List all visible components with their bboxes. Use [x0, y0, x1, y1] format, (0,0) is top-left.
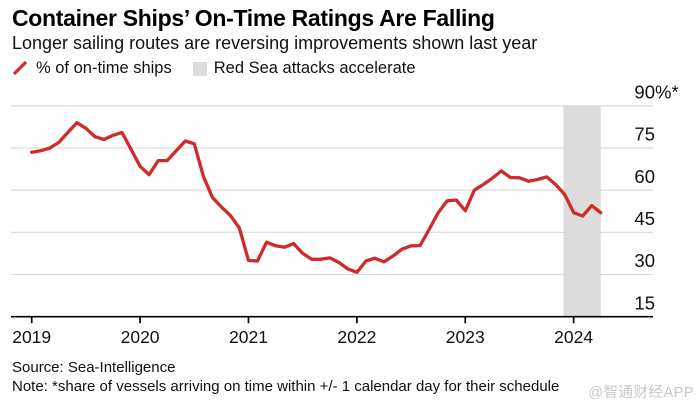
- legend-item-ontime: % of on-time ships: [12, 59, 172, 78]
- ontime-line: [30, 121, 603, 274]
- y-axis-label: 90: [634, 85, 655, 103]
- y-axis-label: 45: [634, 208, 655, 229]
- x-axis-label: 2020: [121, 327, 160, 347]
- chart-footer: Source: Sea-Intelligence Note: *share of…: [12, 359, 559, 396]
- red-line-swatch-icon: [12, 60, 28, 76]
- y-axis-label: 30: [634, 250, 655, 271]
- watermark: @智通财经APP: [588, 385, 694, 401]
- source-line: Source: Sea-Intelligence: [12, 359, 176, 376]
- x-axis-label: 2023: [446, 327, 485, 347]
- page-title: Container Ships’ On-Time Ratings Are Fal…: [12, 5, 495, 31]
- gray-band-swatch-icon: [192, 61, 207, 76]
- legend-label-redsea: Red Sea attacks accelerate: [213, 59, 416, 77]
- x-axis-label: 2021: [229, 327, 268, 347]
- y-axis-label: 60: [634, 166, 655, 187]
- chart-subtitle: Longer sailing routes are reversing impr…: [12, 33, 538, 53]
- y-axis-label-suffix: %*: [655, 85, 679, 103]
- x-axis-label: 2022: [337, 327, 376, 347]
- chart-legend: % of on-time ships Red Sea attacks accel…: [12, 59, 416, 78]
- x-axis-label: 2019: [12, 327, 51, 347]
- ontime-line-chart: 90 %* 75 60 45 30 15 2019 2020 2021 2022 2023 2024: [11, 82, 679, 347]
- legend-item-redsea: Red Sea attacks accelerate: [192, 59, 416, 78]
- x-axis-label: 2024: [554, 327, 593, 347]
- red-sea-band: [563, 105, 601, 317]
- y-axis-label: 15: [634, 292, 655, 313]
- chart-area: 90 %* 75 60 45 30 15 2019 2020 2021 2022 2023 2024: [0, 82, 700, 350]
- legend-label-ontime: % of on-time ships: [36, 59, 172, 77]
- note-line: Note: *share of vessels arriving on time…: [12, 377, 560, 395]
- y-axis-label: 75: [634, 124, 655, 145]
